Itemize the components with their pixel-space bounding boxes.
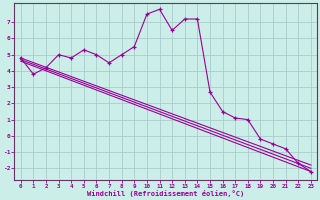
X-axis label: Windchill (Refroidissement éolien,°C): Windchill (Refroidissement éolien,°C): [87, 190, 244, 197]
